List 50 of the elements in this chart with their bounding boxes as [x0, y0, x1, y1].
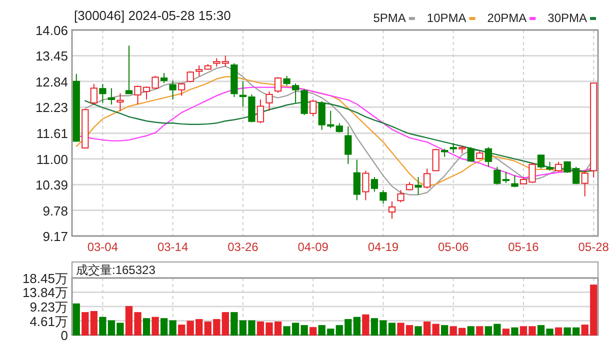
bar	[72, 303, 80, 336]
bar	[82, 312, 89, 336]
y-tick-label: 11.61	[36, 126, 68, 142]
candlestick	[414, 176, 422, 196]
x-tick-label: 05-06	[438, 240, 470, 254]
x-tick-label: 03-04	[87, 240, 118, 254]
candlestick	[116, 92, 124, 112]
candlestick	[344, 126, 352, 164]
y-tick-label: 4.61万	[30, 314, 68, 329]
bar	[511, 327, 518, 336]
x-tick-label: 04-19	[368, 240, 399, 254]
x-tick-label: 03-26	[228, 240, 259, 254]
x-tick-label: 04-09	[298, 240, 329, 254]
bar	[476, 326, 484, 336]
y-tick-label: 12.23	[35, 100, 68, 116]
y-tick-label: 18.45万	[22, 271, 68, 286]
legend-label: 20PMA	[487, 11, 527, 25]
candlestick	[108, 88, 116, 106]
bar	[142, 318, 150, 336]
y-tick-label: 11.00	[36, 152, 68, 167]
bar	[222, 312, 229, 336]
x-tick-label: 05-28	[578, 240, 610, 254]
bar	[353, 316, 360, 336]
y-tick-label: 10.39	[35, 178, 68, 193]
y-tick-label: 9.78	[42, 203, 68, 218]
y-tick-label: 12.84	[35, 74, 68, 90]
y-tick-label: 13.45	[35, 48, 68, 64]
bar	[414, 326, 422, 336]
bar	[362, 314, 370, 336]
bar	[554, 327, 562, 336]
bar	[178, 324, 186, 336]
bar	[441, 325, 448, 336]
bar	[310, 327, 317, 336]
bar	[502, 328, 510, 336]
chart-title: [300046] 2024-05-28 15:30	[74, 8, 231, 23]
bar	[90, 311, 98, 336]
y-tick-label: 9.23万	[30, 299, 68, 314]
y-tick-label: 0	[60, 328, 68, 343]
legend-label: 30PMA	[548, 11, 587, 25]
chart-title: 成交量:165323	[76, 263, 156, 277]
bar	[152, 316, 159, 336]
y-tick-label: 13.84万	[22, 285, 68, 300]
y-tick-label: 9.17	[42, 229, 68, 244]
legend-label: 10PMA	[426, 11, 466, 25]
y-tick-label: 14.06	[35, 23, 68, 38]
x-tick-label: 03-14	[157, 240, 188, 254]
candlestick	[169, 80, 176, 100]
bar	[467, 326, 474, 336]
legend-label: 5PMA	[373, 11, 406, 25]
x-tick-label: 05-16	[508, 240, 540, 254]
